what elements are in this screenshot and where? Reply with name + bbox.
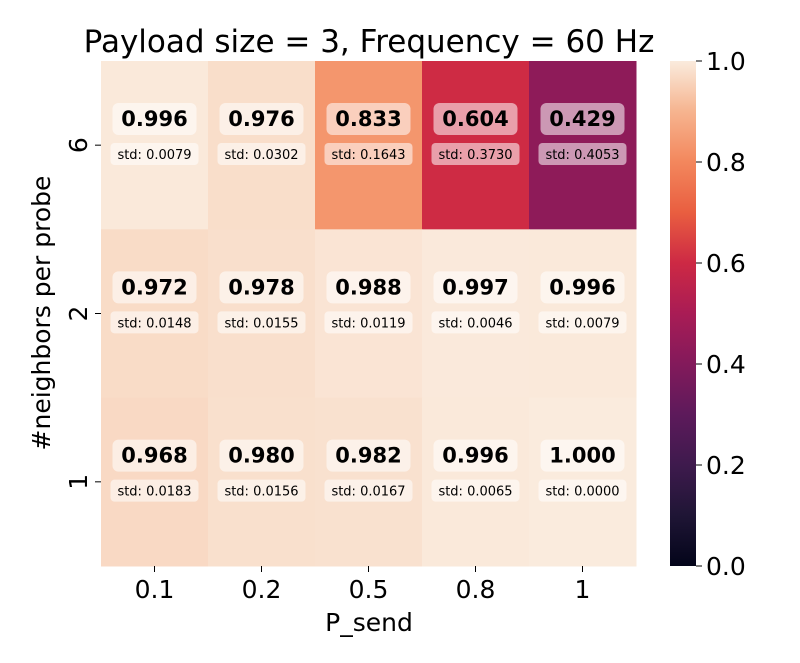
std-label-box: [431, 479, 520, 502]
x-tick-label: 0.1: [135, 575, 175, 604]
cell-std-label: std: 0.0167: [331, 485, 405, 500]
cell-value-label: 0.976: [228, 107, 294, 131]
cell-value-label: 0.996: [442, 444, 508, 468]
cell-std-label: std: 0.0079: [117, 148, 191, 163]
value-label-box: [540, 103, 625, 135]
y-tick-label: 2: [64, 306, 93, 322]
cell-value-label: 0.429: [549, 107, 615, 131]
x-tick-label: 0.8: [456, 575, 496, 604]
std-label-box: [110, 311, 199, 334]
y-axis-ticks: 6 2 1: [64, 137, 101, 490]
value-label-box: [112, 103, 197, 135]
colorbar-tick-label: 1.0: [706, 47, 746, 76]
value-label-box: [540, 271, 625, 304]
cell-std-label: std: 0.3730: [438, 148, 512, 163]
std-label-box: [431, 311, 520, 334]
x-tick-label: 0.5: [349, 575, 389, 604]
cell-value-label: 0.833: [335, 107, 401, 131]
std-label-box: [217, 311, 306, 334]
value-label-box: [112, 271, 197, 304]
x-tick-label: 1: [575, 575, 591, 604]
colorbar-tick-label: 0.4: [706, 350, 746, 379]
value-label-box: [326, 103, 411, 135]
cell-std-label: std: 0.0065: [438, 485, 512, 500]
y-axis-label: #neighbors per probe: [27, 176, 56, 451]
cell-value-label: 0.972: [121, 275, 187, 299]
cell-std-label: std: 0.4053: [545, 148, 619, 163]
value-label-box: [112, 439, 197, 472]
value-label-box: [219, 439, 304, 472]
colorbar-tick-label: 0.6: [706, 249, 746, 278]
value-label-box: [219, 271, 304, 304]
std-label-box: [324, 311, 413, 334]
colorbar-tick-label: 0.8: [706, 148, 746, 177]
x-axis-ticks: 0.1 0.2 0.5 0.8 1: [135, 566, 591, 604]
colorbar-ticks: 0.0 0.2 0.4 0.6 0.8 1.0: [696, 47, 746, 581]
cell-std-label: std: 0.0155: [224, 316, 298, 331]
value-label-box: [326, 271, 411, 304]
std-label-box: [217, 143, 306, 165]
std-label-box: [431, 143, 520, 165]
y-tick-label: 6: [64, 137, 93, 153]
cell-std-label: std: 0.0046: [438, 316, 512, 331]
std-label-box: [110, 143, 199, 165]
std-label-box: [324, 143, 413, 165]
cell-std-label: std: 0.0148: [117, 316, 191, 331]
cell-std-label: std: 0.0183: [117, 485, 191, 500]
colorbar-tick-label: 0.0: [706, 552, 746, 581]
cell-std-label: std: 0.0156: [224, 485, 298, 500]
cell-value-label: 0.604: [442, 107, 508, 131]
cell-std-label: std: 0.0119: [331, 316, 405, 331]
colorbar: [670, 61, 696, 566]
value-label-box: [433, 271, 518, 304]
chart-title: Payload size = 3, Frequency = 60 Hz: [84, 24, 655, 60]
std-label-box: [538, 143, 627, 165]
x-tick-label: 0.2: [242, 575, 282, 604]
x-axis-label: P_send: [325, 608, 413, 637]
std-label-box: [538, 311, 627, 334]
value-label-box: [326, 439, 411, 472]
cell-value-label: 1.000: [549, 444, 615, 468]
std-label-box: [324, 479, 413, 502]
cell-value-label: 0.980: [228, 444, 294, 468]
cell-std-label: std: 0.0302: [224, 148, 298, 163]
cell-value-label: 0.978: [228, 275, 294, 299]
cell-std-label: std: 0.1643: [331, 148, 405, 163]
colorbar-tick-label: 0.2: [706, 451, 746, 480]
std-label-box: [217, 479, 306, 502]
y-tick-label: 1: [64, 474, 93, 490]
std-label-box: [538, 479, 627, 502]
value-label-box: [219, 103, 304, 135]
std-label-box: [110, 479, 199, 502]
cell-value-label: 0.996: [121, 107, 187, 131]
value-label-box: [433, 439, 518, 472]
cell-std-label: std: 0.0000: [545, 485, 619, 500]
cell-std-label: std: 0.0079: [545, 316, 619, 331]
cell-value-label: 0.982: [335, 444, 401, 468]
value-label-box: [540, 439, 625, 472]
cell-value-label: 0.996: [549, 275, 615, 299]
cell-value-label: 0.988: [335, 275, 401, 299]
value-label-box: [433, 103, 518, 135]
cell-value-label: 0.968: [121, 444, 187, 468]
cell-value-label: 0.997: [442, 275, 508, 299]
heatmap-cell-labels: 0.996 std: 0.0079 0.976 std: 0.0302 0.833 std…: [110, 103, 627, 502]
